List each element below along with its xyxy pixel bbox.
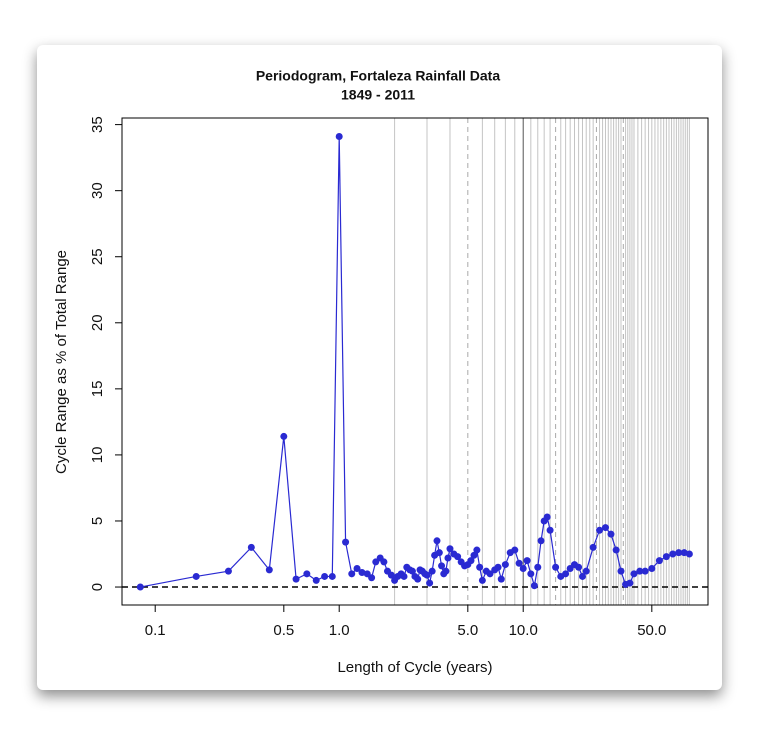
data-point bbox=[348, 570, 356, 578]
data-point bbox=[534, 563, 542, 571]
data-point bbox=[578, 572, 586, 580]
y-axis-label: Cycle Range as % of Total Range bbox=[53, 250, 70, 474]
data-point bbox=[444, 554, 452, 562]
data-point bbox=[515, 559, 523, 567]
data-point bbox=[433, 537, 441, 545]
data-point bbox=[442, 567, 450, 575]
data-point bbox=[582, 567, 590, 575]
data-point bbox=[519, 565, 527, 573]
data-point bbox=[486, 570, 494, 578]
plot-frame bbox=[121, 117, 709, 606]
y-tick-label: 5 bbox=[89, 517, 106, 525]
x-axis-label: Length of Cycle (years) bbox=[337, 659, 492, 676]
data-point bbox=[435, 549, 443, 557]
data-point bbox=[675, 549, 683, 557]
data-point bbox=[423, 571, 431, 579]
data-point bbox=[478, 576, 486, 584]
x-tick-label: 50.0 bbox=[637, 622, 666, 639]
data-point bbox=[543, 513, 551, 521]
data-point bbox=[630, 570, 638, 578]
data-point bbox=[321, 572, 329, 580]
y-tick-label: 25 bbox=[89, 248, 106, 265]
data-point bbox=[655, 557, 663, 565]
data-point bbox=[562, 570, 570, 578]
data-point bbox=[446, 545, 454, 553]
x-tick-label: 1.0 bbox=[329, 622, 350, 639]
data-point bbox=[685, 550, 693, 558]
data-point bbox=[596, 526, 604, 534]
chart-subtitle: 1849 - 2011 bbox=[341, 87, 415, 103]
y-tick-label: 30 bbox=[89, 182, 106, 199]
data-point bbox=[414, 575, 422, 583]
data-point bbox=[280, 432, 288, 440]
series-line bbox=[140, 136, 690, 588]
data-point bbox=[494, 563, 502, 571]
data-point bbox=[312, 576, 320, 584]
data-point bbox=[662, 553, 670, 561]
data-point bbox=[368, 574, 376, 582]
data-point bbox=[546, 526, 554, 534]
data-point bbox=[636, 567, 644, 575]
y-tick-label: 35 bbox=[89, 116, 106, 133]
y-tick-label: 10 bbox=[89, 447, 106, 464]
data-point bbox=[589, 543, 597, 551]
data-point bbox=[527, 570, 535, 578]
chart-title: Periodogram, Fortaleza Rainfall Data bbox=[256, 68, 500, 84]
data-point bbox=[387, 571, 395, 579]
data-point bbox=[358, 568, 366, 576]
data-point bbox=[136, 583, 144, 591]
data-point bbox=[552, 563, 560, 571]
data-point bbox=[537, 537, 545, 545]
x-tick-label: 10.0 bbox=[509, 622, 538, 639]
data-point bbox=[626, 579, 634, 587]
data-point bbox=[669, 550, 677, 558]
data-point bbox=[497, 575, 505, 583]
data-point bbox=[438, 562, 446, 570]
data-point bbox=[511, 546, 519, 554]
data-point bbox=[426, 579, 434, 587]
data-point bbox=[292, 575, 300, 583]
data-point bbox=[501, 561, 509, 569]
data-point bbox=[328, 572, 336, 580]
data-point bbox=[612, 546, 620, 554]
data-point bbox=[400, 572, 408, 580]
data-point bbox=[601, 524, 609, 532]
data-point bbox=[247, 543, 255, 551]
data-point bbox=[476, 563, 484, 571]
data-point bbox=[380, 558, 388, 566]
y-tick-label: 0 bbox=[89, 583, 106, 591]
data-point bbox=[617, 567, 625, 575]
data-point bbox=[192, 572, 200, 580]
data-point bbox=[575, 563, 583, 571]
y-tick-label: 20 bbox=[89, 314, 106, 331]
x-tick-label: 5.0 bbox=[457, 622, 478, 639]
data-point bbox=[607, 530, 615, 538]
data-point bbox=[473, 546, 481, 554]
data-point bbox=[470, 551, 478, 559]
x-tick-label: 0.5 bbox=[273, 622, 294, 639]
data-point bbox=[454, 553, 462, 561]
data-point bbox=[342, 538, 350, 546]
x-tick-label: 0.1 bbox=[145, 622, 166, 639]
data-point bbox=[224, 567, 232, 575]
y-tick-label: 15 bbox=[89, 381, 106, 398]
data-point bbox=[641, 567, 649, 575]
data-point bbox=[353, 565, 361, 573]
data-point bbox=[523, 557, 531, 565]
data-point bbox=[408, 567, 416, 575]
data-point bbox=[467, 557, 475, 565]
data-point bbox=[265, 566, 273, 574]
data-point bbox=[428, 567, 436, 575]
data-point bbox=[648, 565, 656, 573]
data-point bbox=[530, 582, 538, 590]
data-point bbox=[303, 570, 311, 578]
data-point bbox=[335, 132, 343, 140]
